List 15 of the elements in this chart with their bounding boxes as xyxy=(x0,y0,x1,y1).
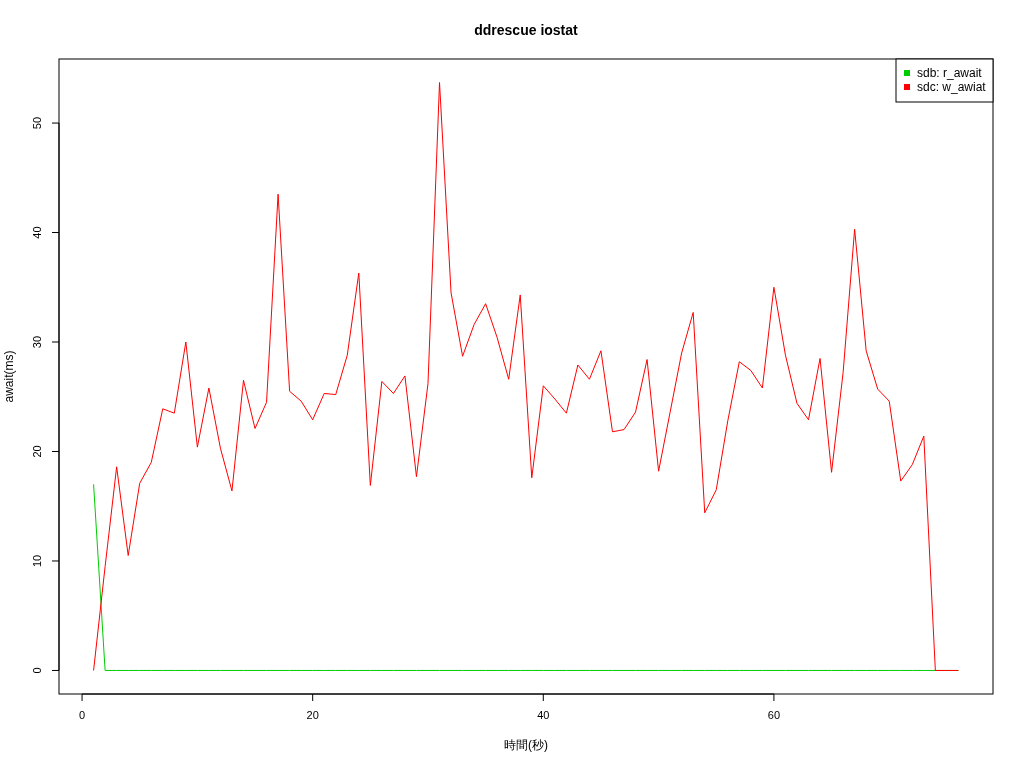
x-tick-label: 60 xyxy=(767,709,781,721)
y-tick-label: 50 xyxy=(31,116,43,130)
legend-label: sdb: r_await xyxy=(917,66,983,80)
x-tick-label: 0 xyxy=(79,709,86,721)
y-axis-title: await(ms) xyxy=(2,350,16,403)
chart-title: ddrescue iostat xyxy=(474,22,579,38)
y-tick-label: 0 xyxy=(31,667,43,674)
y-tick-label: 10 xyxy=(31,554,43,568)
y-tick-label: 20 xyxy=(31,445,43,458)
y-tick-label: 40 xyxy=(31,226,43,239)
x-tick-label: 20 xyxy=(306,709,319,721)
x-tick-label: 40 xyxy=(537,709,550,721)
legend-label: sdc: w_awiat xyxy=(917,80,987,94)
y-tick-label: 30 xyxy=(31,335,43,349)
x-axis-title: 時間(秒) xyxy=(504,738,548,752)
